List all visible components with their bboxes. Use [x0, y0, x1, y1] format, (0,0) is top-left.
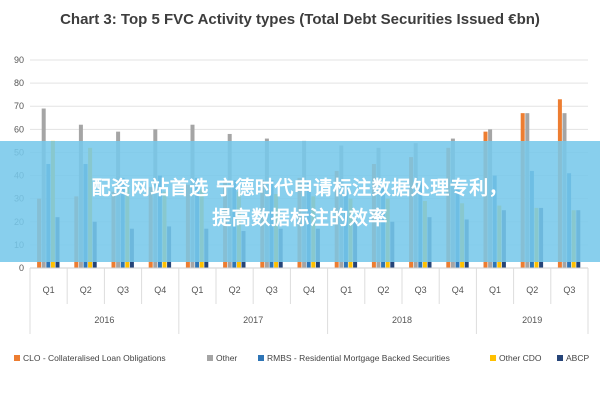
- legend-swatch: [490, 355, 496, 361]
- x-tick-label: Q4: [452, 285, 464, 295]
- y-tick-label: 80: [14, 78, 24, 88]
- legend-label: Other CDO: [499, 353, 542, 363]
- x-tick-label: Q3: [266, 285, 278, 295]
- legend-swatch: [14, 355, 20, 361]
- legend-swatch: [557, 355, 563, 361]
- legend-item: Other: [207, 353, 237, 363]
- x-tick-label: Q1: [43, 285, 55, 295]
- chart-title: Chart 3: Top 5 FVC Activity types (Total…: [60, 11, 540, 28]
- promo-overlay-banner[interactable]: 配资网站首选 宁德时代申请标注数据处理专利， 提高数据标注的效率: [0, 141, 600, 262]
- legend-label: RMBS - Residential Mortgage Backed Secur…: [267, 353, 450, 363]
- x-tick-label: Q2: [80, 285, 92, 295]
- y-tick-label: 60: [14, 124, 24, 134]
- legend-item: RMBS - Residential Mortgage Backed Secur…: [258, 353, 450, 363]
- legend-item: Other CDO: [490, 353, 542, 363]
- y-tick-label: 70: [14, 101, 24, 111]
- overlay-line-2: 提高数据标注的效率: [212, 207, 388, 229]
- x-axis: Q1 Q2 Q3 Q4 Q1 Q2 Q3 Q4 Q1 Q2 Q3 Q4 Q1 Q2 Q3 2016 2017 20…: [29, 267, 589, 334]
- x-year-label: 2017: [243, 315, 263, 325]
- legend-item: ABCP: [557, 353, 589, 363]
- legend-label: CLO - Collateralised Loan Obligations: [23, 353, 166, 363]
- y-tick-label: 0: [19, 263, 24, 273]
- legend-swatch: [258, 355, 264, 361]
- x-tick-label: Q4: [154, 285, 166, 295]
- x-year-label: 2018: [392, 315, 412, 325]
- x-year-label: 2016: [94, 315, 114, 325]
- x-tick-label: Q2: [229, 285, 241, 295]
- x-tick-label: Q2: [526, 285, 538, 295]
- legend-item: CLO - Collateralised Loan Obligations: [14, 353, 166, 363]
- x-tick-label: Q2: [377, 285, 389, 295]
- x-tick-label: Q1: [489, 285, 501, 295]
- x-tick-label: Q1: [191, 285, 203, 295]
- legend: CLO - Collateralised Loan Obligations Oth…: [14, 353, 589, 363]
- x-year-label: 2019: [522, 315, 542, 325]
- legend-swatch: [207, 355, 213, 361]
- x-tick-label: Q3: [117, 285, 129, 295]
- x-tick-label: Q1: [340, 285, 352, 295]
- legend-label: ABCP: [566, 353, 589, 363]
- x-tick-label: Q3: [563, 285, 575, 295]
- overlay-line-1: 配资网站首选 宁德时代申请标注数据处理专利，: [91, 177, 509, 199]
- x-tick-label: Q4: [303, 285, 315, 295]
- y-tick-label: 90: [14, 55, 24, 65]
- x-tick-label: Q3: [415, 285, 427, 295]
- legend-label: Other: [216, 353, 237, 363]
